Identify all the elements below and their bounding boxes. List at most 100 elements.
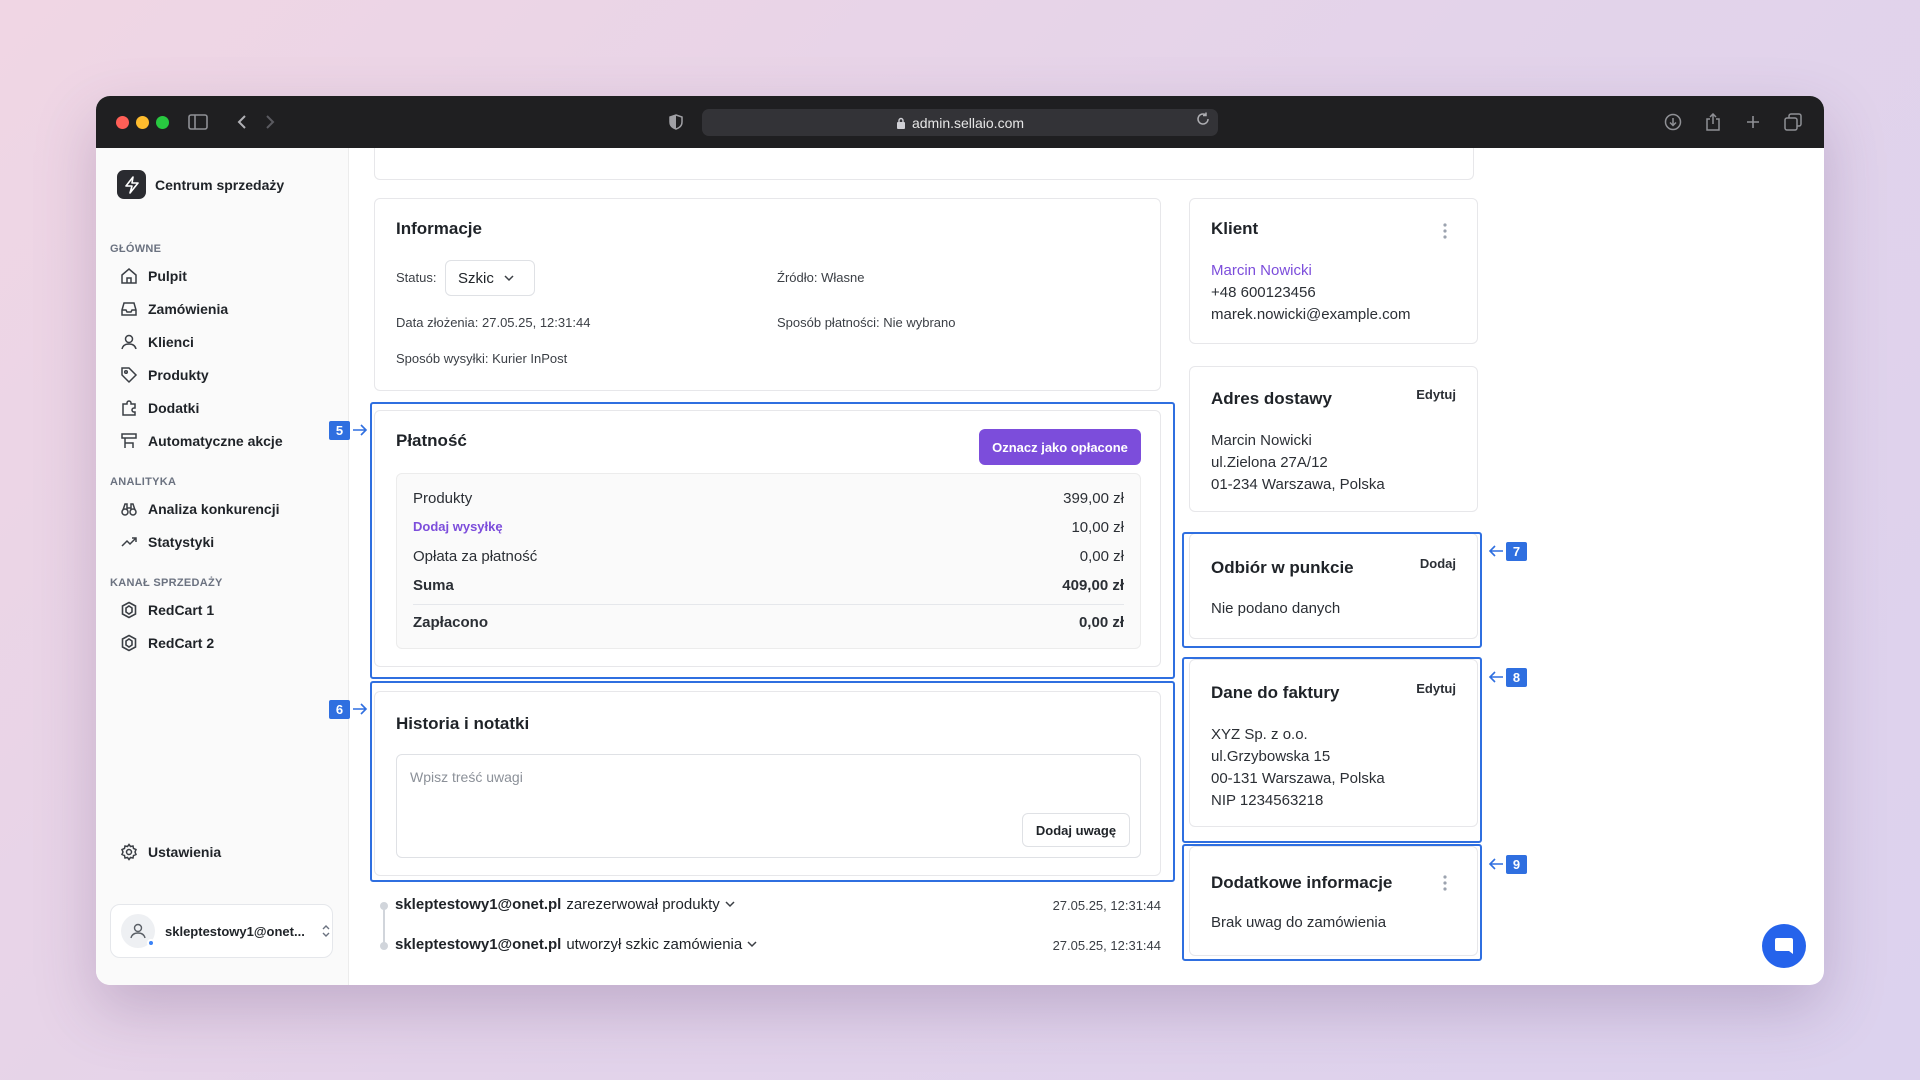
delivery-line: Marcin Nowicki [1211, 432, 1312, 449]
row-label: Produkty [413, 490, 473, 507]
sidebar-item-redcart-1[interactable]: RedCart 1 [120, 598, 214, 622]
status-value: Szkic [458, 269, 494, 287]
trend-icon [121, 537, 137, 547]
sidebar-item-label: Analiza konkurencji [148, 501, 280, 517]
event-time: 27.05.25, 12:31:44 [1052, 938, 1161, 953]
address-bar[interactable]: admin.sellaio.com [702, 109, 1218, 136]
row-value: 0,00 zł [1079, 548, 1124, 565]
sidebar-item-label: Produkty [148, 367, 209, 383]
summary-row-products: Produkty 399,00 zł [397, 490, 1140, 507]
privacy-shield-icon[interactable] [662, 108, 690, 136]
status-select[interactable]: Szkic [445, 260, 535, 296]
info-card: Informacje Status: Szkic Źródło: Własne … [374, 198, 1161, 391]
share-icon[interactable] [1699, 108, 1727, 136]
invoice-line: 00-131 Warszawa, Polska [1211, 770, 1385, 787]
tag-icon [121, 367, 138, 384]
puzzle-icon [122, 400, 136, 416]
more-options-icon[interactable] [1443, 223, 1447, 244]
invoice-line: XYZ Sp. z o.o. [1211, 726, 1308, 743]
download-icon[interactable] [1659, 108, 1687, 136]
payment-method: Sposób płatności: Nie wybrano [777, 315, 956, 330]
section-analytics-label: ANALITYKA [110, 476, 177, 488]
summary-row-paid: Zapłacono 0,00 zł [397, 614, 1140, 631]
summary-row-shipping: Dodaj wysyłkę 10,00 zł [397, 519, 1140, 536]
user-email: skleptestowy1@onet... [165, 923, 305, 939]
sidebar-item-ustawienia[interactable]: Ustawienia [120, 840, 221, 864]
row-value: 0,00 zł [1078, 614, 1124, 631]
sidebar-item-label: Dodatki [148, 400, 200, 416]
row-label: Opłata za płatność [413, 548, 538, 565]
url-text: admin.sellaio.com [911, 114, 1025, 131]
source-text: Źródło: Własne [777, 270, 865, 285]
sidebar-item-produkty[interactable]: Produkty [120, 363, 209, 387]
row-value: 10,00 zł [1071, 519, 1124, 536]
history-event[interactable]: skleptestowy1@onet.pl zarezerwował produ… [395, 896, 735, 913]
edit-delivery-button[interactable]: Edytuj [1416, 387, 1456, 402]
sidebar-item-label: Zamówienia [148, 301, 229, 317]
shipping-method: Sposób wysyłki: Kurier InPost [396, 351, 568, 366]
zoom-window-button[interactable] [156, 116, 169, 129]
new-tab-icon[interactable] [1739, 108, 1767, 136]
sidebar-item-dodatki[interactable]: Dodatki [120, 396, 199, 420]
info-title: Informacje [396, 219, 482, 238]
back-icon[interactable] [228, 108, 256, 136]
sidebar-item-statystyki[interactable]: Statystyki [120, 530, 214, 554]
row-value: 409,00 zł [1062, 577, 1124, 594]
user-icon [130, 923, 146, 939]
timeline-dot [380, 942, 388, 950]
tabs-overview-icon[interactable] [1779, 108, 1807, 136]
sidebar-item-zamowienia[interactable]: Zamówienia [120, 297, 228, 321]
lock-icon [896, 117, 905, 129]
add-pickup-button[interactable]: Dodaj [1419, 556, 1456, 571]
sidebar-item-pulpit[interactable]: Pulpit [120, 264, 187, 288]
sidebar-item-label: RedCart 2 [148, 635, 215, 651]
extra-title: Dodatkowe informacje [1211, 873, 1393, 892]
extra-text: Brak uwag do zamówienia [1211, 914, 1387, 931]
event-time: 27.05.25, 12:31:44 [1052, 898, 1161, 913]
inbox-icon [121, 302, 137, 316]
brand-logo-icon [117, 170, 146, 199]
close-window-button[interactable] [116, 116, 129, 129]
event-user: skleptestowy1@onet.pl [395, 936, 562, 953]
sidebar-item-automatyczne-akcje[interactable]: Automatyczne akcje [120, 429, 283, 453]
status-label: Status: [396, 270, 437, 285]
forward-icon[interactable] [256, 108, 284, 136]
history-card: Historia i notatki Wpisz treść uwagi Dod… [374, 691, 1161, 876]
sidebar-item-klienci[interactable]: Klienci [120, 330, 194, 354]
event-user: skleptestowy1@onet.pl [395, 896, 562, 913]
more-options-icon[interactable] [1443, 875, 1447, 896]
user-switcher[interactable]: skleptestowy1@onet... [110, 904, 333, 958]
chat-icon [1775, 938, 1793, 954]
add-note-button[interactable]: Dodaj uwagę [1022, 813, 1130, 847]
mark-as-paid-button[interactable]: Oznacz jako opłacone [979, 429, 1141, 465]
sidebar-item-analiza-konkurencji[interactable]: Analiza konkurencji [120, 497, 279, 521]
client-name-link[interactable]: Marcin Nowicki [1211, 260, 1312, 282]
pickup-empty: Nie podano danych [1211, 600, 1341, 617]
sidebar-toggle-icon[interactable] [184, 108, 212, 136]
brand[interactable]: Centrum sprzedaży [117, 170, 284, 199]
chat-button[interactable] [1762, 924, 1806, 968]
reload-icon[interactable] [1196, 112, 1210, 129]
minimize-window-button[interactable] [136, 116, 149, 129]
chevron-down-icon [504, 274, 514, 281]
note-textarea[interactable]: Wpisz treść uwagi Dodaj uwagę [396, 754, 1141, 858]
chevron-down-icon [725, 901, 735, 908]
highlight-invoice [1182, 657, 1482, 843]
highlight-payment [370, 402, 1175, 679]
annotation-badge-5: 5 [329, 421, 350, 440]
add-shipping-link[interactable]: Dodaj wysyłkę [413, 519, 503, 534]
edit-invoice-button[interactable]: Edytuj [1416, 681, 1456, 696]
annotation-badge-7: 7 [1506, 542, 1527, 561]
history-title: Historia i notatki [396, 714, 530, 733]
client-name: Marcin Nowicki [1211, 262, 1312, 279]
annotation-badge-6: 6 [329, 700, 350, 719]
online-status-dot [147, 939, 155, 947]
divider [413, 604, 1124, 605]
timeline-dot [380, 902, 388, 910]
sidebar-item-label: Ustawienia [148, 844, 222, 860]
history-event[interactable]: skleptestowy1@onet.pl utworzył szkic zam… [395, 936, 757, 953]
sidebar-item-redcart-2[interactable]: RedCart 2 [120, 631, 214, 655]
highlight-pickup [1182, 532, 1482, 648]
invoice-card: Dane do faktury Edytuj XYZ Sp. z o.o. ul… [1189, 659, 1478, 827]
payment-card: Płatność Oznacz jako opłacone Produkty 39… [374, 410, 1161, 667]
